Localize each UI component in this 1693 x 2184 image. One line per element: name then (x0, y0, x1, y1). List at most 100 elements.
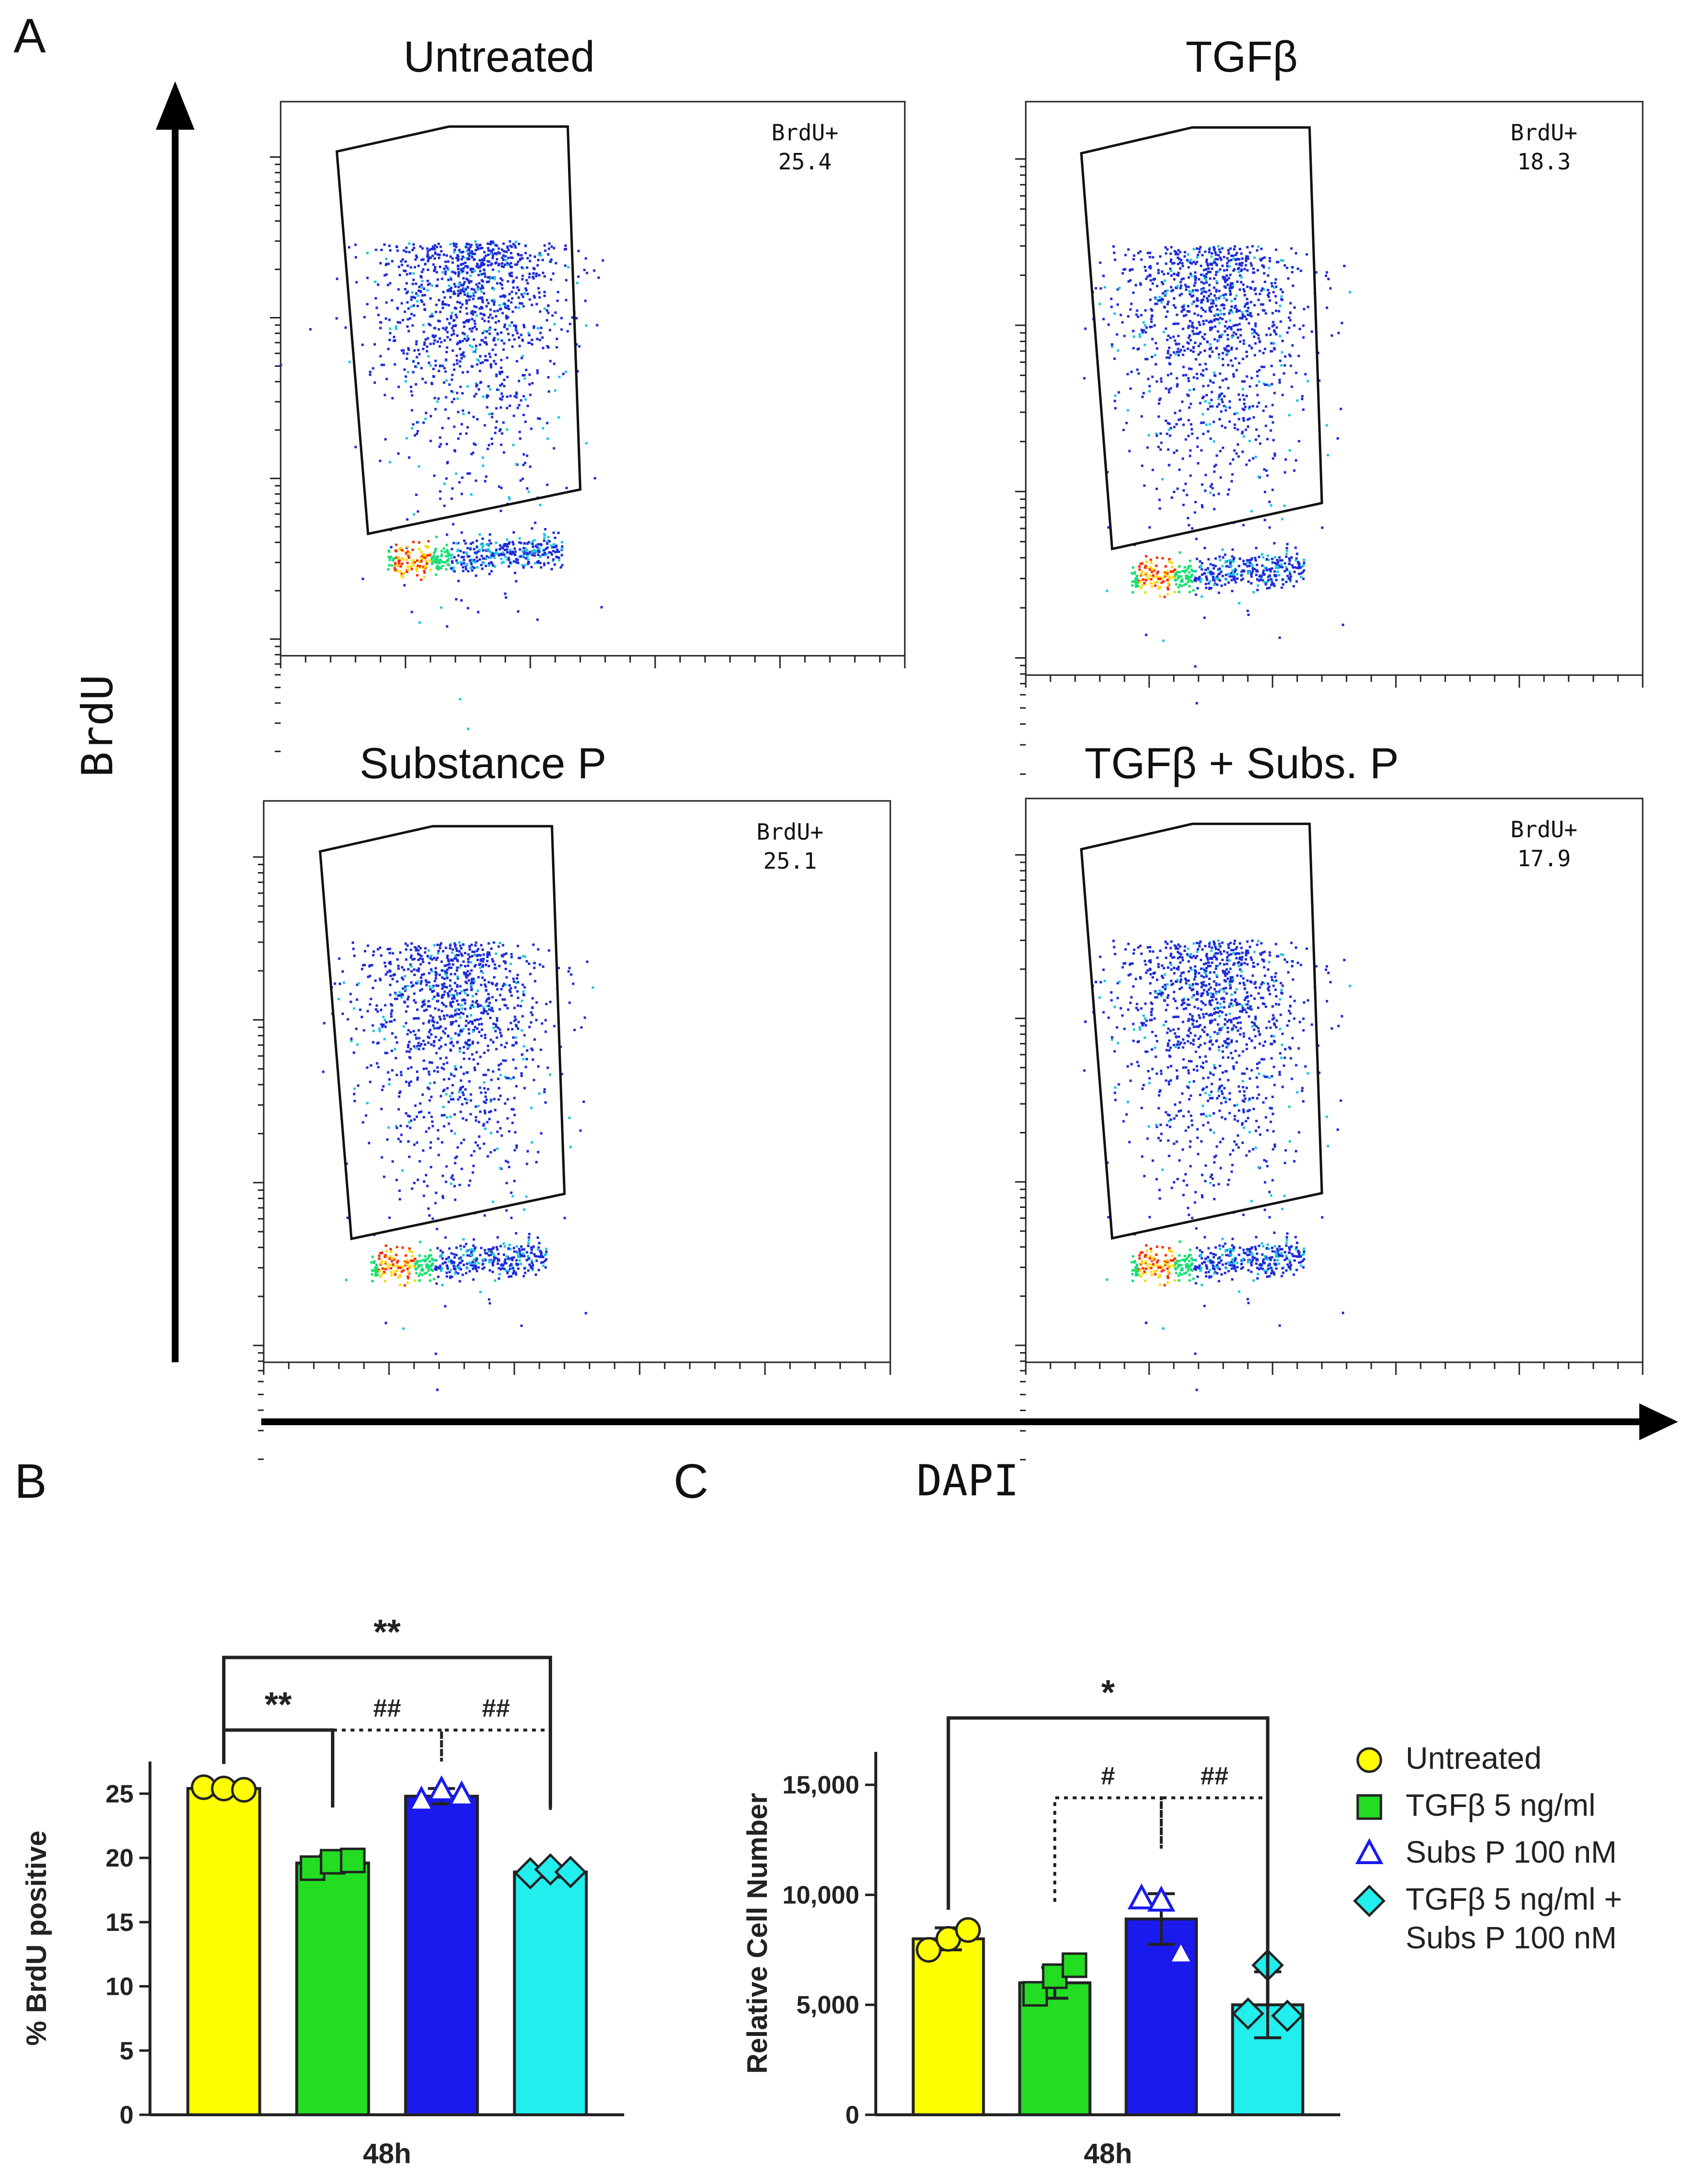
bar-0 (186, 1787, 261, 2116)
bar-3 (513, 1870, 588, 2117)
bar-0 (912, 1937, 985, 2116)
legend-label: TGFβ 5 ng/ml + (1406, 1882, 1622, 1916)
comparison-bracket-3: ## (440, 1694, 552, 1810)
flow-plot-frame (280, 101, 906, 657)
legend-label: Untreated (1406, 1741, 1542, 1776)
flow-plot-title: Substance P (360, 739, 606, 788)
gate-value: 25.1 (763, 848, 817, 874)
data-point (1355, 1838, 1384, 1864)
y-tick-label: 15,000 (782, 1771, 859, 1799)
data-point (915, 1937, 942, 1963)
data-point (1167, 1938, 1195, 1965)
x-axis-label: 48h (363, 2138, 411, 2169)
data-point (1271, 1999, 1304, 2032)
flow-plot-title: TGFβ (1185, 33, 1298, 81)
flow-plot-title: TGFβ + Subs. P (1085, 739, 1399, 788)
data-point (427, 1775, 456, 1802)
flow-dots (322, 941, 594, 1391)
y-tick-label: 10 (105, 1973, 134, 2001)
flow-dots (279, 240, 604, 730)
significance-label: ** (265, 1686, 292, 1724)
data-point (1022, 1981, 1048, 2007)
data-point (1127, 1883, 1156, 1910)
brdu-gate (335, 125, 582, 536)
flow-x-axis-arrow (261, 1403, 1678, 1440)
data-point (955, 1917, 981, 1943)
data-point (340, 1847, 366, 1873)
chart-b: 0 5 10 15 20 25 % BrdU positive 48h ** ** ## ## (21, 1613, 624, 2169)
flow-plot-1: TGFβ BrdU+ 18.3 (1015, 33, 1644, 775)
legend-label-line2: Subs P 100 nM (1406, 1920, 1617, 1955)
data-point (1353, 1884, 1386, 1917)
flow-plot-title: Untreated (404, 33, 595, 81)
legend-label: TGFβ 5 ng/ml (1406, 1788, 1595, 1823)
data-point (231, 1777, 257, 1803)
gate-value: 17.9 (1517, 845, 1571, 872)
significance-label: * (1101, 1673, 1115, 1712)
flow-plot-frame (1025, 101, 1644, 676)
gate-label: BrdU+ (1511, 120, 1577, 146)
brdu-gate (1080, 822, 1323, 1240)
y-tick-label: 5,000 (796, 1991, 859, 2019)
legend-item-2: Subs P 100 nM (1355, 1835, 1617, 1869)
y-tick-label: 10,000 (782, 1881, 859, 1909)
gate-value: 18.3 (1517, 149, 1571, 175)
comparison-bracket-2: ## (1160, 1762, 1269, 1941)
legend-item-3: TGFβ 5 ng/ml + Subs P 100 nM (1353, 1882, 1622, 1955)
significance-label: ## (373, 1694, 401, 1722)
bar-2 (404, 1794, 479, 2116)
gate-label: BrdU+ (771, 120, 838, 146)
flow-plots: Untreated BrdU+ 25.4 TGFβ BrdU+ 18.3 Substance… (253, 33, 1644, 1461)
data-point (1231, 1997, 1264, 2030)
flow-plot-3: TGFβ + Subs. P BrdU+17.9 (1015, 739, 1644, 1461)
data-point (554, 1855, 587, 1888)
y-tick-label: 15 (105, 1909, 134, 1937)
x-axis-label: 48h (1084, 2138, 1132, 2169)
significance-label: ## (482, 1694, 510, 1722)
y-tick-label: 25 (105, 1780, 134, 1808)
flow-plot-frame (263, 800, 891, 1363)
brdu-gate (1080, 126, 1323, 551)
flow-x-axis-label: DAPI (916, 1456, 1019, 1506)
data-point (407, 1785, 435, 1812)
flow-dots (1083, 245, 1351, 705)
brdu-gate (318, 825, 566, 1240)
significance-label: ## (1200, 1762, 1229, 1790)
legend-label: Subs P 100 nM (1406, 1835, 1617, 1869)
flow-y-axis-label: BrdU (73, 675, 122, 777)
gate-label: BrdU+ (1511, 816, 1577, 843)
significance-label: ** (374, 1613, 401, 1652)
y-tick-label: 0 (120, 2101, 134, 2129)
data-point (534, 1853, 567, 1886)
data-point (1062, 1952, 1088, 1978)
bar-1 (295, 1861, 370, 2116)
flow-plot-0: Untreated BrdU+ 25.4 (270, 33, 906, 753)
panel-a-letter: A (14, 9, 46, 63)
gate-value: 25.4 (778, 149, 832, 175)
significance-label: # (1101, 1762, 1115, 1790)
data-point (448, 1780, 476, 1807)
panel-c-letter: C (674, 1454, 708, 1508)
data-point (1356, 1794, 1382, 1820)
flow-y-axis-arrow (156, 81, 195, 1362)
comparison-bracket-2: ## (331, 1694, 443, 1791)
flow-plot-2: Substance P BrdU+ 25.1 (253, 739, 891, 1460)
panel-b-letter: B (15, 1454, 47, 1508)
y-tick-label: 0 (845, 2101, 859, 2129)
comparison-bracket-0: * (946, 1673, 1270, 2008)
data-point (1147, 1885, 1176, 1912)
y-axis-label: Relative Cell Number (742, 1793, 773, 2074)
gate-label: BrdU+ (757, 819, 824, 845)
legend-item-0: Untreated (1356, 1741, 1542, 1776)
y-tick-label: 5 (120, 2037, 134, 2065)
comparison-bracket-1: # (1053, 1762, 1163, 1902)
legend-item-1: TGFβ 5 ng/ml (1356, 1788, 1595, 1823)
chart-c: 0 5,000 10,000 15,000 Relative Cell Number 48… (742, 1673, 1340, 2169)
y-tick-label: 20 (105, 1844, 134, 1872)
flow-plot-frame (1025, 798, 1644, 1363)
flow-dots (1083, 939, 1351, 1391)
y-axis-label: % BrdU positive (21, 1831, 52, 2046)
data-point (1356, 1747, 1382, 1773)
